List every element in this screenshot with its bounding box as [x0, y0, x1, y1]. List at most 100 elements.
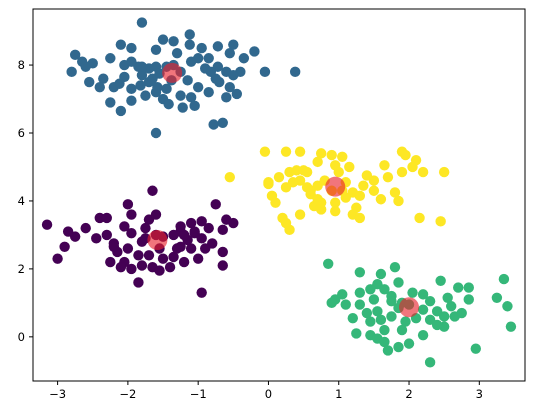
scatter-point	[431, 319, 443, 331]
scatter-point	[396, 166, 408, 178]
scatter-point	[200, 243, 211, 254]
scatter-point	[101, 212, 113, 224]
scatter-point	[126, 228, 137, 239]
scatter-point	[136, 260, 148, 271]
scatter-point	[168, 251, 179, 263]
scatter-point	[133, 277, 144, 288]
scatter-point	[184, 39, 195, 50]
scatter-point	[294, 209, 306, 220]
scatter-point	[126, 95, 137, 106]
scatter-point	[196, 287, 207, 298]
scatter-point	[375, 314, 387, 326]
scatter-point	[126, 209, 137, 220]
scatter-point	[393, 341, 404, 353]
scatter-point	[456, 307, 467, 319]
scatter-point	[105, 256, 116, 268]
scatter-point	[80, 222, 91, 234]
scatter-point	[150, 127, 162, 139]
scatter-point	[393, 195, 404, 207]
scatter-point	[122, 199, 134, 210]
scatter-point	[228, 39, 239, 50]
scatter-point	[368, 185, 380, 196]
scatter-point	[453, 282, 464, 293]
scatter-point	[184, 29, 195, 40]
scatter-point	[305, 185, 316, 196]
scatter-point	[147, 185, 158, 196]
scatter-point	[389, 261, 401, 273]
scatter-point	[403, 338, 415, 349]
scatter-point	[312, 156, 323, 168]
scatter-point	[203, 87, 214, 98]
plot-frame	[32, 8, 526, 382]
scatter-point	[379, 160, 390, 171]
scatter-point	[182, 75, 193, 86]
scatter-point	[126, 56, 137, 67]
scatter-point	[249, 46, 260, 57]
scatter-point	[91, 233, 102, 244]
scatter-point	[140, 222, 151, 234]
scatter-point	[389, 187, 401, 198]
scatter-point	[135, 80, 146, 91]
cluster-center-marker	[147, 230, 168, 251]
scatter-point	[192, 53, 204, 64]
scatter-point	[386, 295, 397, 307]
scatter-point	[337, 151, 348, 162]
scatter-point	[147, 73, 158, 84]
scatter-point	[424, 295, 436, 307]
scatter-point	[115, 39, 127, 50]
scatter-point	[326, 297, 337, 309]
scatter-point	[154, 265, 165, 276]
x-tick-label: 2	[405, 387, 412, 401]
scatter-point	[280, 182, 292, 193]
cluster-center-marker	[325, 176, 346, 197]
scatter-point	[340, 192, 351, 203]
scatter-point	[438, 166, 450, 178]
scatter-point	[340, 299, 351, 310]
scatter-point	[178, 256, 190, 268]
scatter-point	[177, 102, 188, 113]
scatter-point	[126, 42, 137, 54]
scatter-point	[101, 229, 113, 241]
scatter-point	[105, 97, 116, 108]
scatter-point	[66, 66, 77, 78]
scatter-point	[315, 148, 327, 159]
y-tick-label: 0	[18, 330, 25, 344]
scatter-point	[382, 171, 394, 183]
scatter-point	[386, 311, 397, 322]
scatter-point	[212, 41, 224, 52]
scatter-point	[417, 329, 429, 341]
scatter-point	[178, 229, 190, 241]
y-axis: 0 2 4 6 8	[18, 58, 33, 344]
scatter-point	[52, 253, 63, 264]
scatter-point	[98, 73, 109, 84]
scatter-point	[400, 316, 411, 327]
scatter-point	[115, 261, 127, 273]
scatter-point	[263, 177, 274, 188]
scatter-point	[84, 76, 95, 88]
scatter-point	[365, 284, 376, 295]
scatter-point	[354, 267, 366, 278]
scatter-point	[231, 88, 243, 100]
x-tick-label: 0	[265, 387, 272, 401]
scatter-point	[122, 243, 134, 254]
scatter-point	[435, 216, 446, 227]
scatter-point	[354, 190, 366, 202]
scatter-point	[126, 83, 137, 95]
x-tick-label: 1	[335, 387, 342, 401]
scatter-point	[330, 205, 341, 217]
scatter-point	[396, 324, 408, 336]
scatter-point	[175, 90, 186, 101]
scatter-point	[280, 146, 292, 157]
y-tick-label: 2	[18, 262, 25, 276]
x-tick-label: 3	[476, 387, 483, 401]
scatter-point	[217, 224, 228, 236]
scatter-point	[224, 47, 235, 59]
scatter-point	[228, 70, 239, 81]
x-tick-label: −1	[190, 387, 207, 401]
scatter-point	[192, 253, 204, 264]
scatter-point	[168, 36, 179, 47]
scatter-point	[217, 246, 228, 258]
scatter-point	[351, 328, 362, 339]
scatter-point	[442, 292, 453, 303]
